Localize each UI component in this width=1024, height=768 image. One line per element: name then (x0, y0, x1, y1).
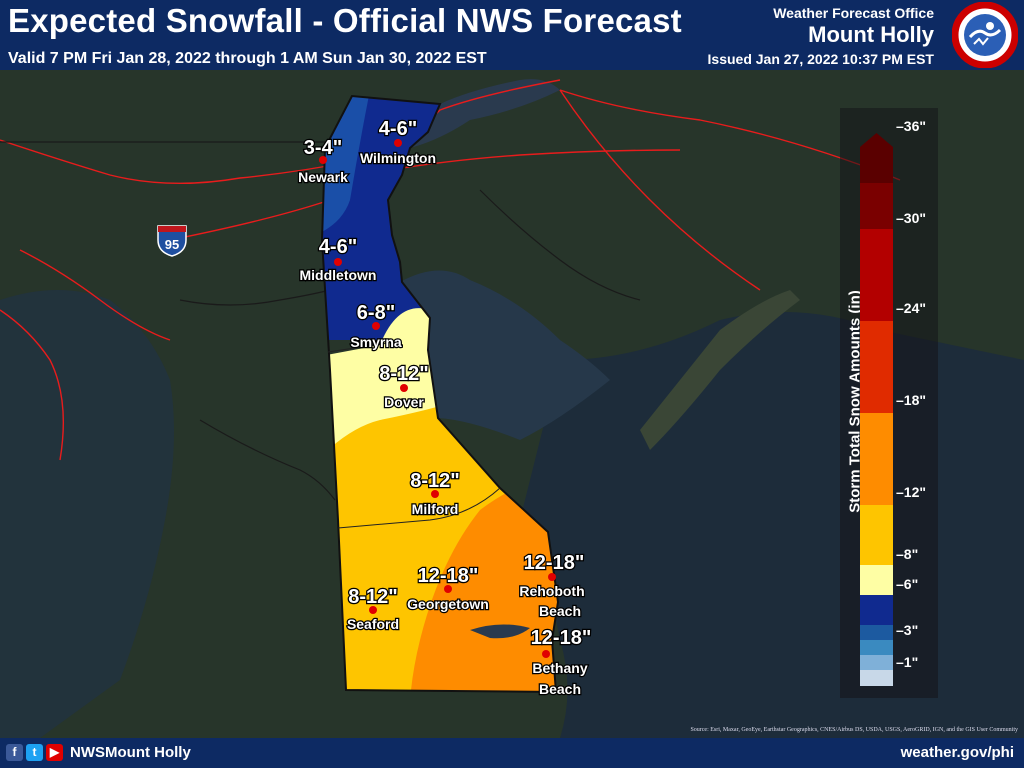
city-dot-bethany-beach (542, 650, 550, 658)
city-dot-newark (319, 156, 327, 164)
legend-swatch (860, 229, 893, 321)
amount-label-dover: 8-12" (379, 363, 429, 385)
facebook-icon[interactable]: f (6, 744, 23, 761)
delaware-outline (320, 94, 560, 694)
border-lines (0, 141, 641, 501)
legend-swatch (860, 413, 893, 505)
legend-max-arrow (860, 133, 893, 147)
legend-tick-label: –8" (896, 546, 919, 562)
legend-swatch (860, 183, 893, 229)
office-name: Mount Holly (808, 22, 934, 47)
youtube-icon[interactable]: ▶ (46, 744, 63, 761)
issued-time: Issued Jan 27, 2022 10:37 PM EST (707, 51, 934, 67)
city-label-bethany-beach: Bethany (532, 660, 587, 676)
map-credit: Source: Esri, Maxar, GeoEye, Earthstar G… (690, 727, 1018, 733)
city-label-rehoboth-beach: Rehoboth (519, 583, 584, 599)
legend-tick-label: –18" (896, 392, 926, 408)
amount-label-wilmington: 4-6" (379, 118, 417, 140)
city-dot-wilmington (394, 139, 402, 147)
website-link[interactable]: weather.gov/phi (900, 744, 1014, 761)
snowfall-shading (322, 96, 558, 692)
nj-coastline (640, 290, 800, 450)
amount-label-newark: 3-4" (304, 137, 342, 159)
legend-tick-label: –6" (896, 576, 919, 592)
chesapeake-bay (0, 290, 174, 738)
city-dot-middletown (334, 258, 342, 266)
city-label-middletown: Middletown (300, 267, 377, 283)
city-label-smyrna: Smyrna (350, 334, 402, 350)
city-dot-milford (431, 490, 439, 498)
city-dot-georgetown (444, 585, 452, 593)
city-label-newark: Newark (298, 169, 348, 185)
city-label-bethany-beach-line2: Beach (539, 681, 581, 697)
legend-colorbar (860, 133, 893, 686)
amount-label-georgetown: 12-18" (418, 565, 479, 587)
city-label-georgetown: Georgetown (407, 596, 489, 612)
legend-tick-label: –24" (896, 300, 926, 316)
legend-swatch (860, 655, 893, 670)
city-label-seaford: Seaford (347, 616, 399, 632)
snowfall-legend: Storm Total Snow Amounts (in) –36" –30" –2… (840, 108, 938, 698)
header-bar: Expected Snowfall - Official NWS Forecas… (0, 0, 1024, 70)
city-dot-rehoboth-beach (548, 573, 556, 581)
legend-swatch (860, 640, 893, 655)
delaware-river (410, 79, 560, 148)
legend-tick-label: –30" (896, 210, 926, 226)
footer-bar: f t ▶ NWSMount Holly weather.gov/phi (0, 738, 1024, 768)
legend-swatch (860, 625, 893, 640)
twitter-icon[interactable]: t (26, 744, 43, 761)
legend-swatch (860, 147, 893, 183)
valid-period: Valid 7 PM Fri Jan 28, 2022 through 1 AM… (8, 50, 487, 67)
city-label-wilmington: Wilmington (360, 150, 436, 166)
county-line-kent-sussex (337, 487, 501, 529)
interstate-95-shield: 95 (157, 225, 187, 257)
legend-tick-label: –1" (896, 654, 919, 670)
amount-label-middletown: 4-6" (319, 236, 357, 258)
interstate-shield-label: 95 (165, 237, 179, 252)
legend-tick-label: –12" (896, 484, 926, 500)
city-label-rehoboth-beach-line2: Beach (539, 603, 581, 619)
amount-label-seaford: 8-12" (348, 586, 398, 608)
legend-swatch (860, 321, 893, 413)
social-icons: f t ▶ (6, 744, 63, 761)
legend-swatch (860, 565, 893, 595)
county-line-ncc-kent (327, 341, 396, 353)
city-dot-dover (400, 384, 408, 392)
city-dot-smyrna (372, 322, 380, 330)
office-label: Weather Forecast Office (773, 5, 934, 21)
city-label-dover: Dover (384, 394, 424, 410)
amount-label-smyrna: 6-8" (357, 302, 395, 324)
nws-logo (952, 2, 1018, 68)
legend-tick-label: –3" (896, 622, 919, 638)
delaware-bay (400, 270, 610, 440)
city-markers: 4-6" Wilmington 3-4" Newark 4-6" Middlet… (297, 117, 593, 699)
zone-3-4-west (322, 96, 372, 240)
legend-swatch (860, 670, 893, 686)
map-title: Expected Snowfall - Official NWS Forecas… (8, 2, 682, 39)
city-dot-seaford (369, 606, 377, 614)
indian-river-bay (470, 624, 530, 639)
legend-swatch (860, 505, 893, 565)
amount-label-bethany-beach: 12-18" (531, 627, 592, 649)
legend-tick-label: –36" (896, 118, 926, 134)
social-handle[interactable]: NWSMount Holly (70, 744, 191, 761)
legend-swatch (860, 595, 893, 625)
city-label-milford: Milford (412, 501, 459, 517)
amount-label-rehoboth-beach: 12-18" (524, 552, 585, 574)
amount-label-milford: 8-12" (410, 470, 460, 492)
